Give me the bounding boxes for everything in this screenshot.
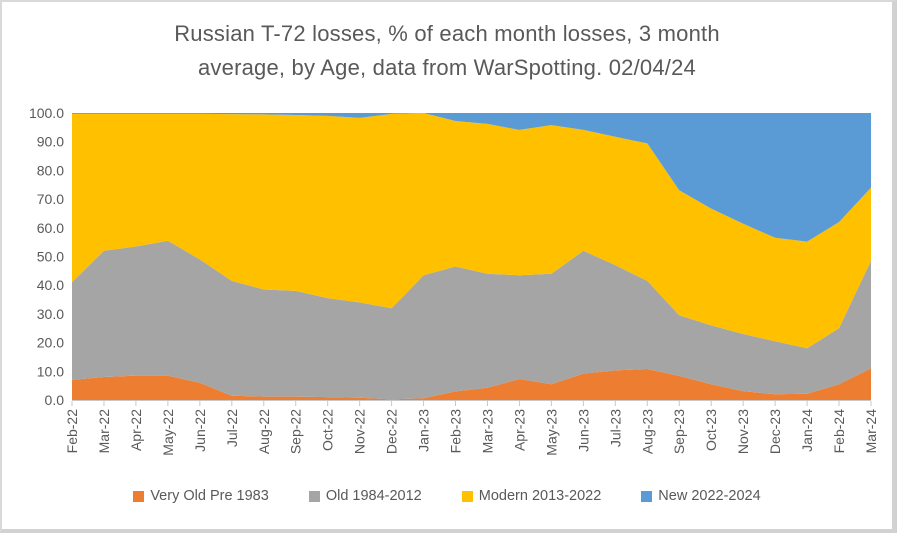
y-axis-label-40-0: 40.0 [37,277,64,293]
y-axis-label-10-0: 10.0 [37,363,64,379]
x-axis-label-oct-22: Oct-22 [320,409,336,451]
x-axis-label-aug-23: Aug-23 [639,409,655,454]
y-axis-label-90-0: 90.0 [37,134,64,150]
legend-swatch-modern-2013-2022 [461,490,473,502]
x-axis-label-sep-22: Sep-22 [288,409,304,454]
x-axis-label-jun-22: Jun-22 [192,409,208,452]
x-axis-label-jul-23: Jul-23 [607,409,623,447]
legend-label-old-1984-2012: Old 1984-2012 [325,488,422,504]
y-axis-label-60-0: 60.0 [37,220,64,236]
x-axis-label-feb-22: Feb-22 [64,409,80,454]
y-axis-label-80-0: 80.0 [37,162,64,178]
x-axis-label-nov-22: Nov-22 [352,409,368,454]
chart-title: Russian T-72 losses, % of each month los… [2,17,892,85]
area-modern-2013-2022 [72,113,871,349]
x-axis-label-sep-23: Sep-23 [671,409,687,454]
x-axis-label-may-22: May-22 [160,409,176,456]
x-axis-label-feb-24: Feb-24 [831,409,847,454]
legend-item-old-1984-2012: Old 1984-2012 [308,488,422,504]
y-axis-label-20-0: 20.0 [37,335,64,351]
x-axis-label-jun-23: Jun-23 [575,409,591,452]
legend-item-modern-2013-2022: Modern 2013-2022 [461,488,602,504]
legend-swatch-old-1984-2012 [308,490,320,502]
x-axis-label-apr-23: Apr-23 [511,409,527,451]
x-axis-label-may-23: May-23 [543,409,559,456]
x-axis-label-oct-23: Oct-23 [703,409,719,451]
legend-item-very-old-pre-1983: Very Old Pre 1983 [133,488,269,504]
x-axis-label-aug-22: Aug-22 [256,409,272,454]
legend-item-new-2022-2024: New 2022-2024 [641,488,761,504]
legend-label-modern-2013-2022: Modern 2013-2022 [478,488,602,504]
y-axis-label-70-0: 70.0 [37,191,64,207]
x-axis-label-mar-24: Mar-24 [863,409,879,454]
area-new-2022-2024 [72,113,871,242]
y-axis-label-0-0: 0.0 [45,392,65,408]
x-axis-label-feb-23: Feb-23 [448,409,464,454]
x-axis-label-nov-23: Nov-23 [735,409,751,454]
x-axis-label-jan-23: Jan-23 [416,409,432,452]
chart-title-line2: average, by Age, data from WarSpotting. … [198,55,696,80]
area-very-old-pre-1983 [72,368,871,400]
chart-title-line1: Russian T-72 losses, % of each month los… [174,21,720,46]
y-axis-label-50-0: 50.0 [37,249,64,265]
x-axis-label-jul-22: Jul-22 [224,409,240,447]
chart-legend: Very Old Pre 1983 Old 1984-2012 Modern 201… [2,488,892,504]
legend-label-very-old-pre-1983: Very Old Pre 1983 [150,488,269,504]
legend-label-new-2022-2024: New 2022-2024 [658,488,761,504]
x-axis-label-mar-22: Mar-22 [96,409,112,454]
x-axis-label-dec-22: Dec-22 [384,409,400,454]
x-axis-label-dec-23: Dec-23 [767,409,783,454]
y-axis-label-100-0: 100.0 [29,105,64,121]
x-axis-label-apr-22: Apr-22 [128,409,144,451]
x-axis-label-jan-24: Jan-24 [799,409,815,452]
y-axis-label-30-0: 30.0 [37,306,64,322]
x-axis-label-mar-23: Mar-23 [479,409,495,454]
legend-swatch-new-2022-2024 [641,490,653,502]
legend-swatch-very-old-pre-1983 [133,490,145,502]
area-old-1984-2012 [72,240,871,400]
